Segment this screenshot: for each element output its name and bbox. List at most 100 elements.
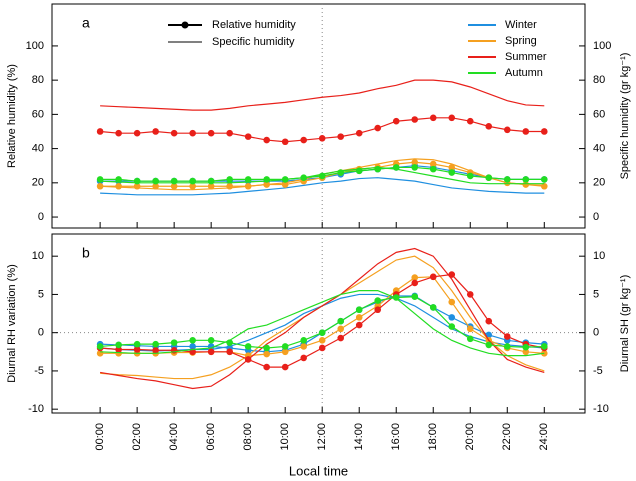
rh-point — [503, 333, 511, 340]
rh-point — [337, 133, 345, 140]
sh-line — [100, 79, 545, 111]
rh-point — [485, 317, 493, 325]
rh-point — [115, 176, 122, 183]
x-tick-label: 24:00 — [538, 423, 550, 451]
legend-label: Summer — [505, 51, 547, 63]
x-tick-label: 12:00 — [316, 423, 328, 451]
x-axis-label: Local time — [289, 463, 348, 478]
rh-point — [226, 129, 233, 137]
rh-point — [318, 344, 326, 352]
x-tick-label: 02:00 — [131, 423, 143, 451]
rh-point — [392, 117, 400, 125]
rh-point — [133, 182, 141, 190]
rh-point — [337, 317, 345, 325]
rh-point — [411, 293, 419, 301]
panel-label: b — [82, 245, 90, 261]
rh-point — [355, 306, 363, 314]
rh-point — [96, 343, 104, 350]
y2-tick-label: 0 — [593, 327, 599, 339]
rh-point — [503, 343, 511, 350]
y-tick-label: -10 — [28, 403, 44, 415]
legend-label: Winter — [505, 19, 537, 31]
rh-point — [448, 323, 456, 330]
rh-point — [318, 337, 326, 344]
rh-point — [485, 341, 493, 349]
rh-point — [152, 340, 159, 348]
rh-point — [448, 298, 456, 306]
x-tick-label: 08:00 — [242, 423, 254, 451]
rh-point — [466, 291, 474, 298]
rh-point — [281, 348, 289, 356]
rh-point — [466, 325, 474, 333]
rh-point — [300, 174, 307, 181]
y-tick-label: 100 — [26, 40, 44, 52]
rh-point — [226, 339, 233, 346]
plot-frame — [51, 3, 586, 229]
x-tick-label: 06:00 — [205, 423, 217, 451]
rh-point — [540, 182, 548, 190]
rh-point — [448, 114, 456, 122]
rh-point — [392, 294, 400, 301]
rh-point — [318, 135, 326, 142]
rh-point — [115, 341, 122, 349]
legend-style-label: Specific humidity — [212, 36, 295, 48]
rh-point — [485, 123, 493, 130]
rh-point — [170, 129, 178, 137]
y2-tick-label: 100 — [593, 40, 611, 52]
rh-point — [466, 172, 474, 180]
rh-point — [133, 340, 141, 348]
rh-point — [281, 343, 289, 350]
rh-point — [226, 348, 233, 356]
y-tick-label: 20 — [32, 177, 44, 189]
rh-point — [466, 117, 474, 125]
rh-point — [300, 337, 307, 344]
rh-point — [207, 348, 215, 356]
rh-point — [522, 128, 530, 135]
rh-point — [411, 274, 419, 281]
rh-point — [374, 306, 382, 314]
rh-point — [207, 129, 215, 137]
rh-point — [226, 176, 233, 183]
rh-point — [503, 176, 511, 183]
rh-point — [392, 164, 400, 171]
rh-point — [355, 167, 363, 175]
rh-point — [115, 182, 122, 190]
rh-point — [522, 343, 530, 351]
x-tick-label: 16:00 — [390, 423, 402, 451]
rh-point — [448, 169, 456, 176]
rh-point — [503, 126, 511, 134]
rh-point — [263, 181, 270, 188]
y-tick-label: 0 — [38, 327, 44, 339]
rh-point — [133, 177, 141, 185]
y-axis-label: Diurnal RH variation (%) — [6, 264, 18, 383]
rh-point — [244, 133, 252, 140]
rh-point — [189, 177, 196, 185]
legend-style-label: Relative humidity — [212, 19, 296, 31]
y-tick-label: 10 — [32, 250, 44, 262]
rh-point — [318, 172, 326, 180]
rh-point — [96, 182, 104, 190]
rh-point — [540, 343, 548, 350]
y2-tick-label: 0 — [593, 211, 599, 223]
rh-point — [429, 160, 437, 168]
rh-point — [540, 128, 548, 135]
rh-point — [355, 321, 363, 329]
rh-point — [337, 325, 345, 333]
rh-point — [115, 129, 122, 137]
rh-point — [466, 335, 474, 343]
rh-point — [300, 136, 307, 144]
sh-line — [100, 290, 545, 357]
rh-point — [207, 337, 215, 344]
rh-point — [355, 129, 363, 137]
rh-point — [411, 164, 419, 171]
rh-point — [244, 343, 252, 350]
y2-tick-label: 10 — [593, 250, 605, 262]
rh-point — [189, 129, 196, 137]
rh-point — [281, 138, 289, 146]
rh-point — [429, 114, 437, 122]
rh-point — [337, 334, 345, 342]
rh-point — [411, 279, 419, 287]
rh-point — [485, 174, 493, 181]
rh-point — [133, 129, 141, 137]
